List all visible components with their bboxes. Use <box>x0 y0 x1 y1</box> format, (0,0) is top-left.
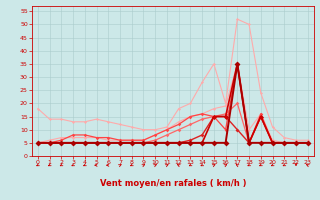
X-axis label: Vent moyen/en rafales ( km/h ): Vent moyen/en rafales ( km/h ) <box>100 179 246 188</box>
